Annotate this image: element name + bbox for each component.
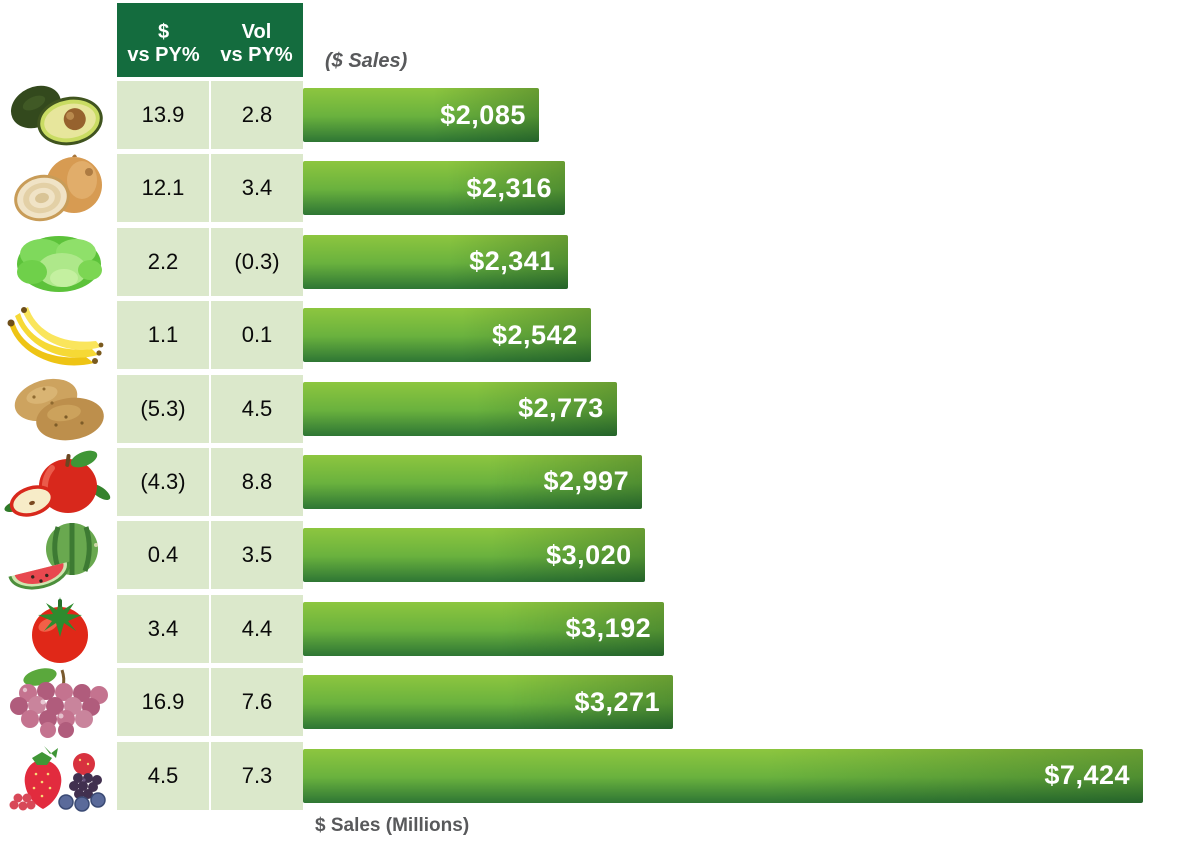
dollar-vs-py-value: 16.9 (117, 668, 209, 737)
dollar-vs-py-value: 2.2 (117, 227, 209, 296)
bar-area: $7,424 (303, 742, 1143, 810)
sales-bar: $2,773 (303, 381, 617, 436)
bar-area: $2,085 (303, 81, 1143, 149)
dollar-vs-py-value: 4.5 (117, 741, 209, 810)
header-line: vs PY% (127, 44, 200, 67)
sales-bar: $2,542 (303, 308, 591, 363)
avocado-icon (0, 81, 117, 149)
sales-bar: $7,424 (303, 748, 1143, 803)
bar-area: $2,341 (303, 228, 1143, 296)
sales-bar: $3,271 (303, 675, 673, 730)
header-row: $ vs PY% Vol vs PY% ($ Sales) (0, 3, 1202, 77)
dollar-vs-py-value: 12.1 (117, 154, 209, 223)
dollar-vs-py-value: 0.4 (117, 521, 209, 590)
sales-value-label: $2,773 (518, 393, 604, 424)
sales-bar: $2,085 (303, 88, 539, 142)
sales-value-label: $3,271 (574, 686, 661, 717)
dollar-vs-py-value: 13.9 (117, 81, 209, 149)
sales-value-label: $7,424 (1044, 760, 1130, 791)
dollar-vs-py-value: 3.4 (117, 594, 209, 663)
vol-vs-py-value: 7.6 (211, 668, 303, 737)
vol-vs-py-value: 2.8 (211, 81, 303, 149)
vol-vs-py-value: 4.5 (211, 374, 303, 443)
table-row-watermelon: 0.4 3.5 $3,020 (0, 521, 1202, 590)
sales-bar: $2,997 (303, 454, 642, 509)
tomato-icon (0, 595, 117, 663)
sales-section-title: ($ Sales) (325, 50, 408, 72)
vol-vs-py-value: 0.1 (211, 301, 303, 370)
lettuce-icon (0, 228, 117, 296)
apple-icon (0, 448, 117, 517)
potato-icon (0, 375, 117, 443)
table-row-berries: 4.5 7.3 $7,424 (0, 741, 1202, 812)
dollar-vs-py-value: 1.1 (117, 301, 209, 370)
vol-vs-py-value: 8.8 (211, 447, 303, 516)
vol-vs-py-value: 3.5 (211, 521, 303, 590)
banana-icon (0, 301, 117, 369)
dollar-vs-py-value: (5.3) (117, 374, 209, 443)
header-line: vs PY% (220, 44, 293, 67)
grapes-icon (0, 668, 117, 739)
bar-area: $3,271 (303, 668, 1143, 736)
vol-vs-py-value: 7.3 (211, 741, 303, 810)
vol-vs-py-header: Vol vs PY% (210, 3, 303, 77)
sales-bar: $3,192 (303, 601, 664, 656)
table-header: $ vs PY% Vol vs PY% (117, 3, 303, 77)
table-row-banana: 1.1 0.1 $2,542 (0, 301, 1202, 370)
bar-area: $3,020 (303, 521, 1143, 589)
sales-value-label: $3,192 (565, 613, 652, 644)
sales-value-label: $3,020 (546, 539, 632, 570)
berries-icon (0, 742, 117, 812)
bar-area: $2,542 (303, 301, 1143, 369)
table-row-lettuce: 2.2 (0.3) $2,341 (0, 227, 1202, 296)
vol-vs-py-value: 4.4 (211, 594, 303, 663)
table-row-avocado: 13.9 2.8 $2,085 (0, 81, 1202, 149)
vol-vs-py-value: (0.3) (211, 227, 303, 296)
sales-value-label: $2,997 (543, 466, 630, 497)
sales-bar: $2,316 (303, 161, 565, 216)
x-axis-title: $ Sales (Millions) (315, 814, 470, 836)
table-row-tomato: 3.4 4.4 $3,192 (0, 594, 1202, 663)
bar-area: $3,192 (303, 595, 1143, 663)
table-row-onion: 12.1 3.4 $2,316 (0, 154, 1202, 223)
table-row-grapes: 16.9 7.6 $3,271 (0, 668, 1202, 739)
vol-vs-py-value: 3.4 (211, 154, 303, 223)
sales-value-label: $2,542 (492, 319, 578, 350)
sales-value-label: $2,085 (440, 99, 526, 130)
header-line: Vol (241, 20, 272, 43)
icon-column-spacer (0, 3, 117, 77)
sales-value-label: $2,341 (469, 246, 555, 277)
header-line: $ (157, 20, 170, 43)
sales-bar: $3,020 (303, 528, 645, 583)
bar-area: $2,773 (303, 375, 1143, 443)
dollar-vs-py-header: $ vs PY% (117, 3, 210, 77)
sales-bar: $2,341 (303, 234, 568, 289)
bar-area: $2,997 (303, 448, 1143, 516)
onion-icon (0, 154, 117, 222)
dollar-vs-py-value: (4.3) (117, 447, 209, 516)
bar-area: $2,316 (303, 154, 1143, 222)
sales-value-label: $2,316 (466, 172, 553, 203)
table-row-potato: (5.3) 4.5 $2,773 (0, 374, 1202, 443)
table-row-apple: (4.3) 8.8 $2,997 (0, 447, 1202, 517)
watermelon-icon (0, 521, 117, 590)
